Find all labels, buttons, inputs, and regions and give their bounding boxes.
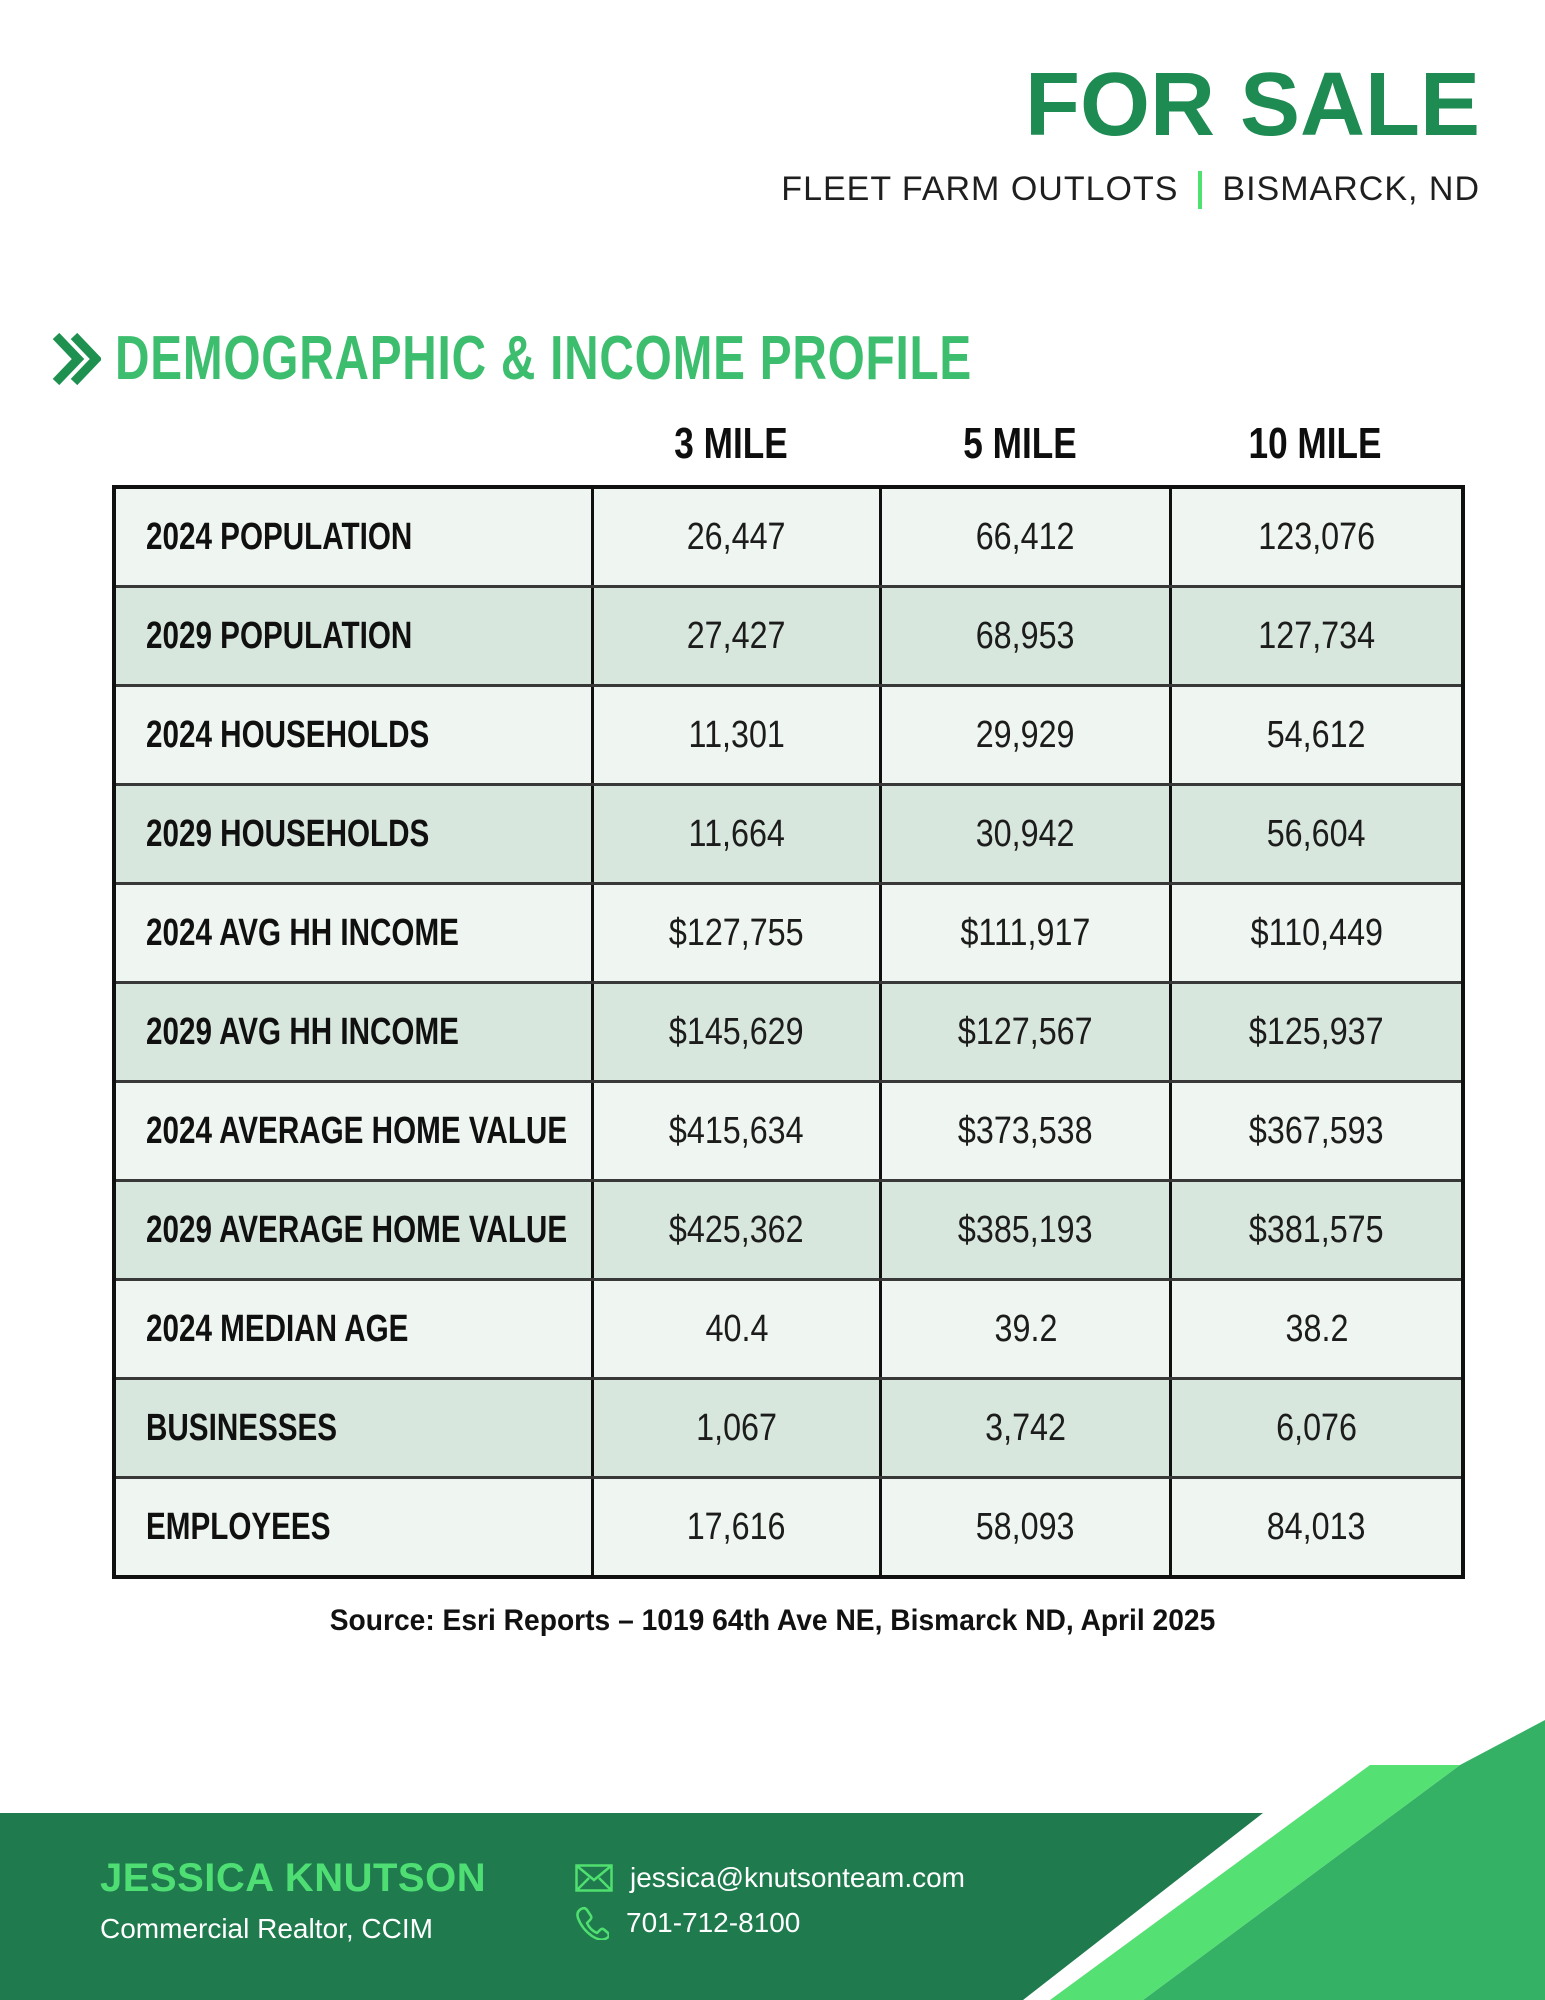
cell-value: $145,629 xyxy=(591,984,879,1080)
cell-value: 6,076 xyxy=(1169,1380,1461,1476)
cell-value: $415,634 xyxy=(591,1083,879,1179)
cell-value: 29,929 xyxy=(879,687,1169,783)
row-label: 2024 AVERAGE HOME VALUE xyxy=(146,1109,568,1152)
cell-value: $110,449 xyxy=(1169,885,1461,981)
for-sale-banner: FOR SALE xyxy=(1024,55,1480,155)
agent-title: Commercial Realtor, CCIM xyxy=(100,1913,433,1944)
header: FOR SALE FLEET FARM OUTLOTS BISMARCK, ND xyxy=(781,60,1480,209)
cell-value: 27,427 xyxy=(591,588,879,684)
cell-value: 11,664 xyxy=(591,786,879,882)
envelope-icon xyxy=(575,1864,613,1892)
row-label: 2029 AVG HH INCOME xyxy=(146,1010,459,1053)
property-name: FLEET FARM OUTLOTS xyxy=(781,170,1179,208)
table-column-headers: 3 MILE 5 MILE 10 MILE xyxy=(112,422,1465,466)
subtitle-divider xyxy=(1198,170,1203,209)
header-subtitle: FLEET FARM OUTLOTS BISMARCK, ND xyxy=(781,170,1480,209)
row-label: BUSINESSES xyxy=(146,1406,338,1449)
contact-block: jessica@knutsonteam.com 701-712-8100 xyxy=(575,1862,965,1940)
cell-value: $111,917 xyxy=(879,885,1169,981)
section-header: DEMOGRAPHIC & INCOME PROFILE xyxy=(51,328,1228,390)
cell-value: 39.2 xyxy=(879,1281,1169,1377)
cell-value: $367,593 xyxy=(1169,1083,1461,1179)
row-label: 2024 AVG HH INCOME xyxy=(146,911,459,954)
email-link[interactable]: jessica@knutsonteam.com xyxy=(630,1862,966,1893)
column-header-3-mile: 3 MILE xyxy=(674,419,788,468)
cell-value: $127,755 xyxy=(591,885,879,981)
table-row: 2024 AVG HH INCOME $127,755 $111,917 $11… xyxy=(116,882,1461,981)
cell-value: $381,575 xyxy=(1169,1182,1461,1278)
cell-value: 17,616 xyxy=(591,1479,879,1575)
cell-value: 1,067 xyxy=(591,1380,879,1476)
cell-value: 123,076 xyxy=(1169,489,1461,585)
email-row: jessica@knutsonteam.com xyxy=(575,1862,965,1894)
cell-value: 26,447 xyxy=(591,489,879,585)
cell-value: 66,412 xyxy=(879,489,1169,585)
row-label: EMPLOYEES xyxy=(146,1505,331,1548)
table-row: 2029 AVG HH INCOME $145,629 $127,567 $12… xyxy=(116,981,1461,1080)
cell-value: 30,942 xyxy=(879,786,1169,882)
table-row: 2024 AVERAGE HOME VALUE $415,634 $373,53… xyxy=(116,1080,1461,1179)
cell-value: 54,612 xyxy=(1169,687,1461,783)
footer-decoration xyxy=(0,1720,1545,2000)
row-label: 2029 HOUSEHOLDS xyxy=(146,812,430,855)
agent-name: JESSICA KNUTSON xyxy=(100,1856,487,1900)
table-row: 2029 POPULATION 27,427 68,953 127,734 xyxy=(116,585,1461,684)
table-row: 2029 HOUSEHOLDS 11,664 30,942 56,604 xyxy=(116,783,1461,882)
cell-value: $385,193 xyxy=(879,1182,1169,1278)
cell-value: $125,937 xyxy=(1169,984,1461,1080)
table-row: 2024 MEDIAN AGE 40.4 39.2 38.2 xyxy=(116,1278,1461,1377)
cell-value: $127,567 xyxy=(879,984,1169,1080)
column-header-5-mile: 5 MILE xyxy=(963,419,1077,468)
table-row: 2024 POPULATION 26,447 66,412 123,076 xyxy=(116,489,1461,585)
cell-value: $425,362 xyxy=(591,1182,879,1278)
phone-link[interactable]: 701-712-8100 xyxy=(626,1907,801,1938)
table-row: EMPLOYEES 17,616 58,093 84,013 xyxy=(116,1476,1461,1575)
table-row: 2024 HOUSEHOLDS 11,301 29,929 54,612 xyxy=(116,684,1461,783)
cell-value: 127,734 xyxy=(1169,588,1461,684)
cell-value: 11,301 xyxy=(591,687,879,783)
cell-value: $373,538 xyxy=(879,1083,1169,1179)
row-label: 2029 POPULATION xyxy=(146,614,413,657)
cell-value: 58,093 xyxy=(879,1479,1169,1575)
property-location: BISMARCK, ND xyxy=(1222,170,1480,208)
phone-icon xyxy=(576,1906,609,1940)
demographic-table: 2024 POPULATION 26,447 66,412 123,076 20… xyxy=(112,485,1465,1579)
agent-block: JESSICA KNUTSON Commercial Realtor, CCIM xyxy=(100,1858,486,1945)
row-label: 2024 POPULATION xyxy=(146,515,413,558)
cell-value: 38.2 xyxy=(1169,1281,1461,1377)
cell-value: 84,013 xyxy=(1169,1479,1461,1575)
table-row: BUSINESSES 1,067 3,742 6,076 xyxy=(116,1377,1461,1476)
cell-value: 3,742 xyxy=(879,1380,1169,1476)
row-label: 2024 MEDIAN AGE xyxy=(146,1307,409,1350)
source-note: Source: Esri Reports – 1019 64th Ave NE,… xyxy=(329,1604,1216,1637)
phone-row: 701-712-8100 xyxy=(575,1906,965,1940)
cell-value: 68,953 xyxy=(879,588,1169,684)
column-header-10-mile: 10 MILE xyxy=(1248,419,1382,468)
table-row: 2029 AVERAGE HOME VALUE $425,362 $385,19… xyxy=(116,1179,1461,1278)
section-title: DEMOGRAPHIC & INCOME PROFILE xyxy=(115,324,973,393)
row-label: 2029 AVERAGE HOME VALUE xyxy=(146,1208,568,1251)
double-chevron-icon xyxy=(52,332,101,386)
cell-value: 56,604 xyxy=(1169,786,1461,882)
cell-value: 40.4 xyxy=(591,1281,879,1377)
row-label: 2024 HOUSEHOLDS xyxy=(146,713,430,756)
